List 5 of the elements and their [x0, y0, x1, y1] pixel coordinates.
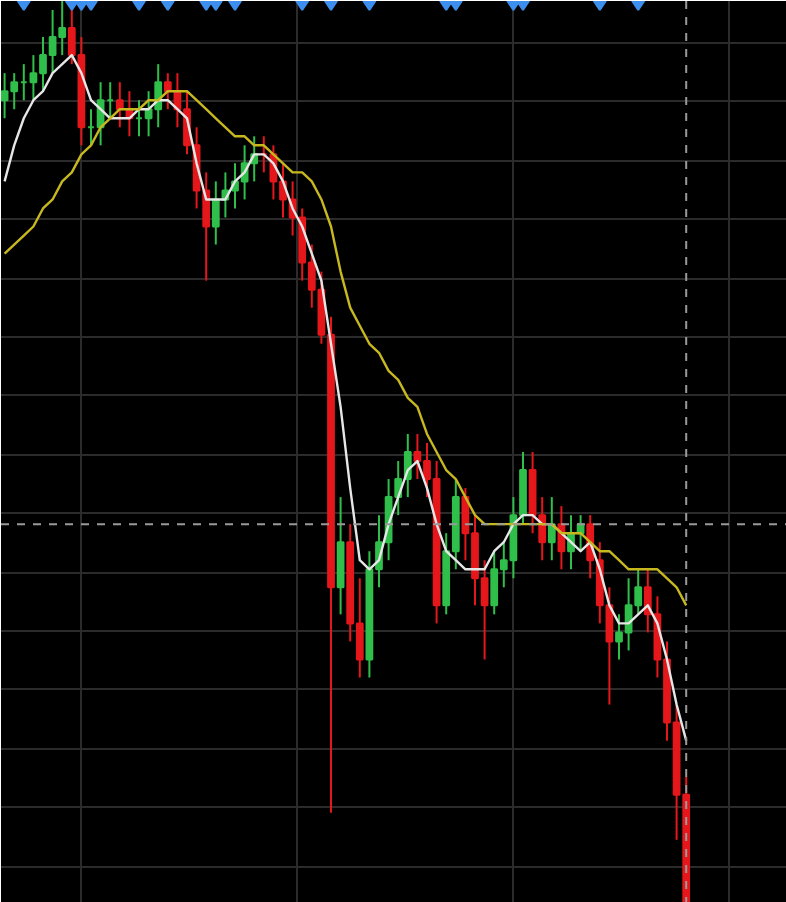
candlestick: [547, 496, 556, 562]
candlestick: [163, 72, 172, 111]
candlestick: [115, 81, 124, 129]
candlestick: [336, 496, 345, 616]
candlestick: [211, 180, 220, 246]
